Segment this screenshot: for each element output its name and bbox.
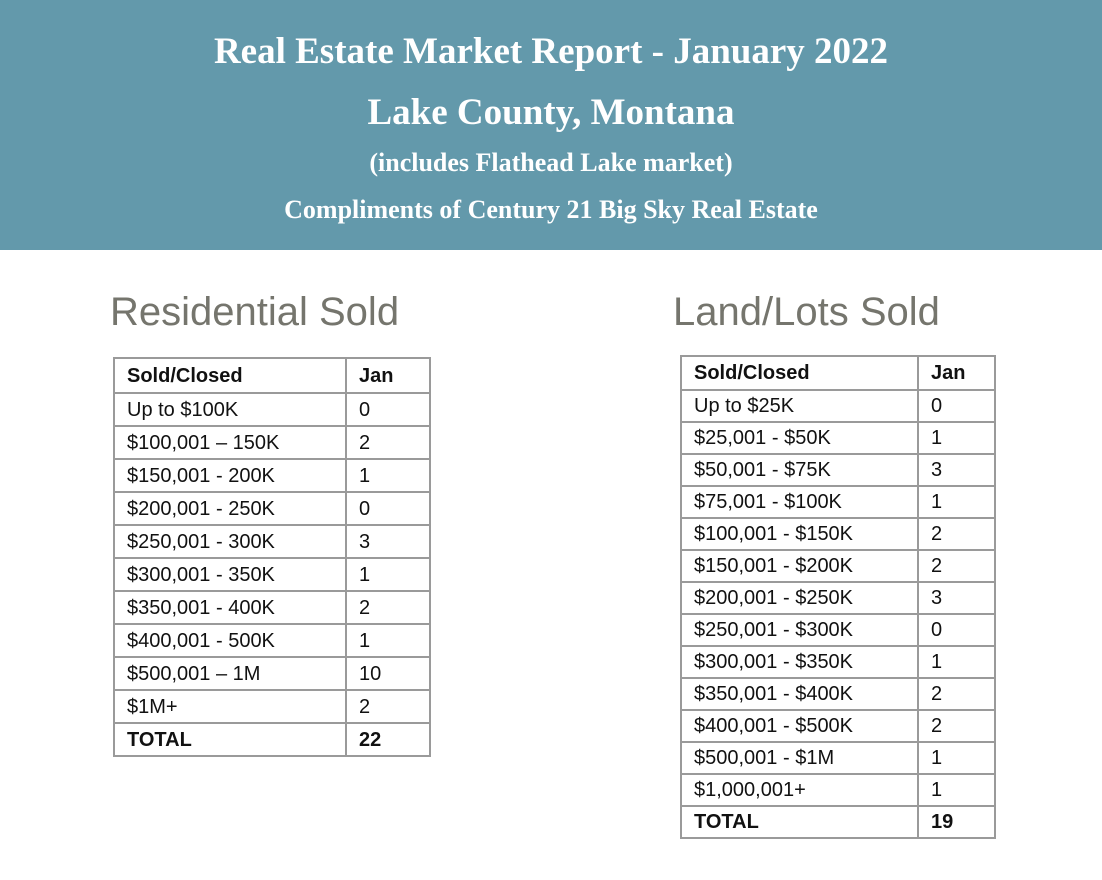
count-cell: 1 bbox=[345, 458, 431, 493]
table-row: $1M+ 2 bbox=[113, 689, 431, 724]
range-cell: $500,001 - $1M bbox=[680, 741, 919, 775]
range-cell: Up to $25K bbox=[680, 389, 919, 423]
range-cell: $500,001 – 1M bbox=[113, 656, 347, 691]
count-cell: 10 bbox=[345, 656, 431, 691]
count-cell: 1 bbox=[917, 645, 996, 679]
table-row: $300,001 - 350K 1 bbox=[113, 557, 431, 592]
range-cell: $100,001 – 150K bbox=[113, 425, 347, 460]
count-cell: 0 bbox=[345, 392, 431, 427]
table-row: $500,001 – 1M 10 bbox=[113, 656, 431, 691]
report-credit: Compliments of Century 21 Big Sky Real E… bbox=[284, 195, 818, 224]
count-cell: 3 bbox=[345, 524, 431, 559]
section-title: Land/Lots Sold bbox=[673, 290, 940, 334]
range-cell: $75,001 - $100K bbox=[680, 485, 919, 519]
count-cell: 0 bbox=[917, 613, 996, 647]
table-row: $25,001 - $50K 1 bbox=[680, 421, 996, 455]
range-cell: $25,001 - $50K bbox=[680, 421, 919, 455]
count-cell: 2 bbox=[917, 709, 996, 743]
range-cell: $300,001 - $350K bbox=[680, 645, 919, 679]
range-cell: $50,001 - $75K bbox=[680, 453, 919, 487]
header-row: Sold/Closed Jan bbox=[680, 355, 996, 391]
column-header: Sold/Closed bbox=[113, 357, 347, 394]
range-cell: $350,001 - 400K bbox=[113, 590, 347, 625]
range-cell: $200,001 - $250K bbox=[680, 581, 919, 615]
count-cell: 2 bbox=[917, 549, 996, 583]
table-row: $250,001 - 300K 3 bbox=[113, 524, 431, 559]
count-cell: 0 bbox=[917, 389, 996, 423]
table-row: $500,001 - $1M 1 bbox=[680, 741, 996, 775]
table-row: $350,001 - $400K 2 bbox=[680, 677, 996, 711]
range-cell: $400,001 - $500K bbox=[680, 709, 919, 743]
count-cell: 2 bbox=[345, 590, 431, 625]
section-title: Residential Sold bbox=[110, 290, 400, 334]
range-cell: $200,001 - 250K bbox=[113, 491, 347, 526]
count-cell: 1 bbox=[917, 741, 996, 775]
range-cell: TOTAL bbox=[680, 805, 919, 839]
table-row: $150,001 - 200K 1 bbox=[113, 458, 431, 493]
table-row: $200,001 - $250K 3 bbox=[680, 581, 996, 615]
count-cell: 1 bbox=[917, 421, 996, 455]
count-cell: 2 bbox=[345, 689, 431, 724]
range-cell: $150,001 - $200K bbox=[680, 549, 919, 583]
count-cell: 1 bbox=[917, 773, 996, 807]
range-cell: $400,001 - 500K bbox=[113, 623, 347, 658]
table-row: $200,001 - 250K 0 bbox=[113, 491, 431, 526]
count-cell: 22 bbox=[345, 722, 431, 757]
count-cell: 2 bbox=[345, 425, 431, 460]
range-cell: $350,001 - $400K bbox=[680, 677, 919, 711]
report-region: Lake County, Montana bbox=[367, 92, 735, 133]
table-row: $75,001 - $100K 1 bbox=[680, 485, 996, 519]
range-cell: $100,001 - $150K bbox=[680, 517, 919, 551]
table-row: $100,001 – 150K 2 bbox=[113, 425, 431, 460]
header-row: Sold/Closed Jan bbox=[113, 357, 431, 394]
range-cell: $1,000,001+ bbox=[680, 773, 919, 807]
count-cell: 0 bbox=[345, 491, 431, 526]
table-row: $250,001 - $300K 0 bbox=[680, 613, 996, 647]
count-cell: 1 bbox=[345, 623, 431, 658]
count-cell: 1 bbox=[345, 557, 431, 592]
table-row: $50,001 - $75K 3 bbox=[680, 453, 996, 487]
table-row: $350,001 - 400K 2 bbox=[113, 590, 431, 625]
count-cell: 2 bbox=[917, 517, 996, 551]
residential-table: Sold/Closed Jan Up to $100K 0 $100,001 – 150… bbox=[113, 357, 431, 757]
table-row: $400,001 - $500K 2 bbox=[680, 709, 996, 743]
range-cell: $250,001 - $300K bbox=[680, 613, 919, 647]
table-row: $100,001 - $150K 2 bbox=[680, 517, 996, 551]
range-cell: $250,001 - 300K bbox=[113, 524, 347, 559]
table-row: TOTAL 22 bbox=[113, 722, 431, 757]
range-cell: TOTAL bbox=[113, 722, 347, 757]
report-note: (includes Flathead Lake market) bbox=[369, 148, 733, 177]
column-header: Jan bbox=[917, 355, 996, 391]
range-cell: $150,001 - 200K bbox=[113, 458, 347, 493]
table-row: Up to $100K 0 bbox=[113, 392, 431, 427]
count-cell: 19 bbox=[917, 805, 996, 839]
count-cell: 3 bbox=[917, 453, 996, 487]
table-row: $1,000,001+ 1 bbox=[680, 773, 996, 807]
banner: Real Estate Market Report - January 2022… bbox=[0, 0, 1102, 250]
table-row: $150,001 - $200K 2 bbox=[680, 549, 996, 583]
count-cell: 1 bbox=[917, 485, 996, 519]
report-title: Real Estate Market Report - January 2022 bbox=[213, 31, 889, 72]
range-cell: $300,001 - 350K bbox=[113, 557, 347, 592]
range-cell: Up to $100K bbox=[113, 392, 347, 427]
land-table: Sold/Closed Jan Up to $25K 0 $25,001 - $50K 1… bbox=[680, 355, 996, 839]
range-cell: $1M+ bbox=[113, 689, 347, 724]
table-row: TOTAL 19 bbox=[680, 805, 996, 839]
table-row: $400,001 - 500K 1 bbox=[113, 623, 431, 658]
count-cell: 3 bbox=[917, 581, 996, 615]
table-row: Up to $25K 0 bbox=[680, 389, 996, 423]
table-row: $300,001 - $350K 1 bbox=[680, 645, 996, 679]
count-cell: 2 bbox=[917, 677, 996, 711]
column-header: Jan bbox=[345, 357, 431, 394]
column-header: Sold/Closed bbox=[680, 355, 919, 391]
